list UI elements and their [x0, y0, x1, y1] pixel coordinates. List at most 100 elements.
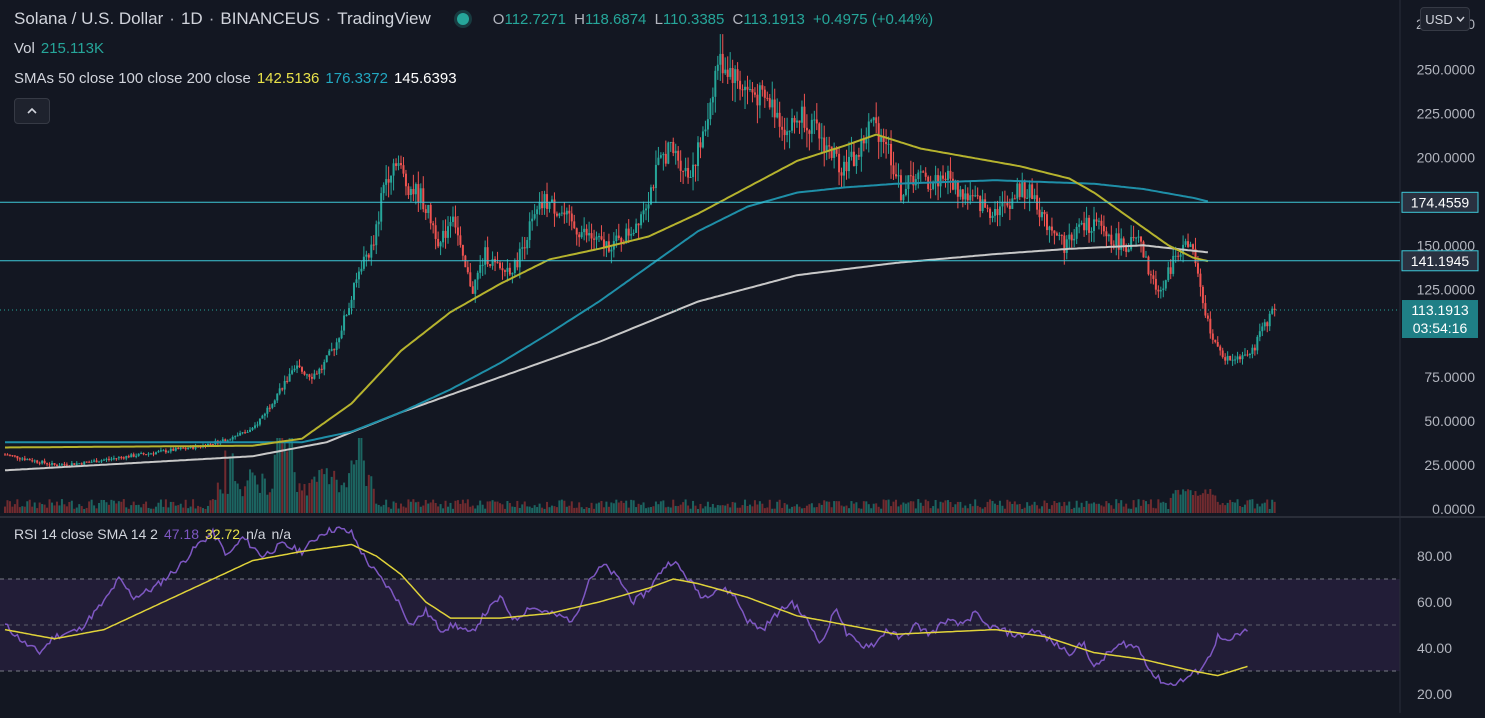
- candle-body: [291, 370, 294, 374]
- volume-bar: [847, 508, 850, 513]
- volume-bar: [649, 506, 652, 513]
- volume-bar: [768, 499, 771, 513]
- volume-bar: [1234, 502, 1237, 513]
- rsi-tick-label: 60.00: [1417, 594, 1452, 610]
- candle-body: [922, 171, 925, 173]
- volume-bar: [902, 502, 905, 513]
- sma-legend[interactable]: SMAs 50 close 100 close 200 close 142.51…: [14, 70, 457, 87]
- volume-bar: [1273, 501, 1276, 513]
- volume-bar: [216, 482, 219, 513]
- rsi-axis[interactable]: 80.00 60.00 40.00 20.00: [1417, 548, 1452, 702]
- candle-body: [531, 218, 534, 222]
- volume-bar: [855, 502, 858, 513]
- candle-body: [244, 432, 247, 434]
- volume-bar: [395, 502, 398, 513]
- candle-body: [753, 92, 756, 95]
- volume-bar: [481, 504, 484, 513]
- volume-bar: [439, 504, 442, 513]
- volume-bar: [719, 505, 722, 513]
- volume-bar: [521, 504, 524, 513]
- candle-body: [38, 462, 41, 464]
- candle-body: [1209, 318, 1212, 334]
- candle-body: [617, 235, 620, 238]
- candle-body: [377, 221, 380, 225]
- interval[interactable]: 1D: [180, 9, 203, 28]
- volume-bar: [125, 507, 128, 513]
- volume-bar: [1229, 499, 1232, 513]
- candle-body: [1187, 241, 1190, 247]
- brand: TradingView: [337, 9, 431, 28]
- sma50-line: [5, 133, 1209, 449]
- price-tick-label: 125.0000: [1417, 281, 1476, 297]
- candles: [4, 34, 1276, 468]
- volume-bar: [489, 501, 492, 513]
- volume-bar: [16, 499, 19, 513]
- candle-body: [1058, 234, 1061, 236]
- candle-body: [474, 279, 477, 294]
- volume-bar: [253, 475, 256, 513]
- candle-body: [635, 223, 638, 233]
- volume-bar: [184, 499, 187, 513]
- volume-bar: [729, 507, 732, 513]
- sma200-line: [4, 244, 1208, 472]
- horizontal-lines[interactable]: 174.4559 141.1945 113.1913 03:54:16: [0, 191, 1479, 339]
- candle-body: [83, 461, 86, 465]
- candle-body: [253, 425, 256, 428]
- volume-bar: [590, 502, 593, 513]
- volume-bar: [1045, 502, 1048, 513]
- volume-bar: [867, 504, 870, 513]
- candle-body: [1204, 303, 1207, 316]
- candle-body: [1169, 267, 1172, 274]
- volume-bar: [419, 506, 422, 513]
- volume-bar: [266, 494, 269, 513]
- market-status-icon: [456, 13, 469, 25]
- chevron-down-icon: [1456, 16, 1465, 22]
- volume-bar: [598, 502, 600, 513]
- candle-body: [550, 199, 553, 203]
- volume-bar: [33, 502, 36, 513]
- candle-body: [130, 454, 133, 458]
- volume-bar: [585, 507, 588, 513]
- volume-bar: [367, 474, 370, 513]
- volume-bar: [951, 507, 954, 513]
- volume-bar: [1162, 501, 1165, 513]
- candle-body: [1234, 359, 1237, 361]
- volume-bar: [989, 499, 992, 513]
- candle-body: [830, 146, 833, 158]
- volume-bar: [1231, 502, 1234, 513]
- candle-body: [36, 460, 39, 463]
- volume-bar: [909, 501, 912, 513]
- candle-body: [815, 119, 818, 124]
- candle-body: [902, 194, 905, 201]
- candle-body: [469, 272, 472, 287]
- candle-body: [637, 223, 640, 226]
- volume-bar: [964, 505, 967, 513]
- volume-bar: [63, 504, 66, 513]
- candle-body: [1231, 359, 1234, 361]
- candle-body: [773, 99, 776, 118]
- currency-select[interactable]: USD: [1420, 7, 1470, 31]
- candle-body: [1078, 224, 1081, 227]
- candle-body: [904, 188, 907, 195]
- candle-body: [818, 123, 821, 139]
- volume-bar: [798, 506, 801, 513]
- candle-body: [536, 209, 539, 215]
- volume-bar: [429, 502, 432, 513]
- volume-bar: [48, 499, 51, 513]
- volume-legend[interactable]: Vol 215.113K: [14, 40, 104, 57]
- candle-body: [575, 228, 578, 235]
- volume-bar: [796, 504, 798, 513]
- volume-bar: [830, 507, 833, 513]
- volume-bar: [565, 506, 568, 513]
- volume-bar: [179, 503, 182, 513]
- candle-body: [526, 240, 529, 249]
- volume-bar: [387, 507, 390, 513]
- rsi-legend[interactable]: RSI 14 close SMA 14 2 47.18 32.72 n/a n/…: [14, 526, 291, 542]
- candle-body: [1179, 254, 1182, 257]
- candle-body: [667, 142, 670, 164]
- candle-body: [1063, 235, 1066, 253]
- symbol-name[interactable]: Solana / U.S. Dollar: [14, 9, 164, 28]
- collapse-legend-button[interactable]: [14, 98, 50, 124]
